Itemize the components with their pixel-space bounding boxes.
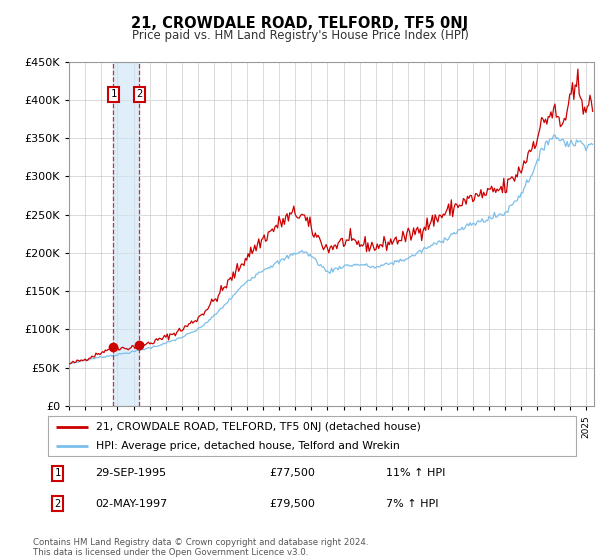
Bar [113, 62, 139, 406]
Text: 21, CROWDALE ROAD, TELFORD, TF5 0NJ (detached house): 21, CROWDALE ROAD, TELFORD, TF5 0NJ (det… [95, 422, 421, 432]
Text: 11% ↑ HPI: 11% ↑ HPI [386, 468, 445, 478]
Text: HPI: Average price, detached house, Telford and Wrekin: HPI: Average price, detached house, Telf… [95, 441, 399, 451]
Text: 7% ↑ HPI: 7% ↑ HPI [386, 499, 439, 509]
FancyBboxPatch shape [48, 416, 576, 456]
Text: 21, CROWDALE ROAD, TELFORD, TF5 0NJ: 21, CROWDALE ROAD, TELFORD, TF5 0NJ [131, 16, 469, 31]
Text: 02-MAY-1997: 02-MAY-1997 [95, 499, 168, 509]
Text: 1: 1 [110, 89, 116, 99]
Text: £77,500: £77,500 [270, 468, 316, 478]
Text: £79,500: £79,500 [270, 499, 316, 509]
Text: 1: 1 [55, 468, 61, 478]
Text: 29-SEP-1995: 29-SEP-1995 [95, 468, 167, 478]
Text: Contains HM Land Registry data © Crown copyright and database right 2024.
This d: Contains HM Land Registry data © Crown c… [33, 538, 368, 557]
Text: Price paid vs. HM Land Registry's House Price Index (HPI): Price paid vs. HM Land Registry's House … [131, 29, 469, 42]
Text: 2: 2 [136, 89, 142, 99]
Text: 2: 2 [55, 499, 61, 509]
